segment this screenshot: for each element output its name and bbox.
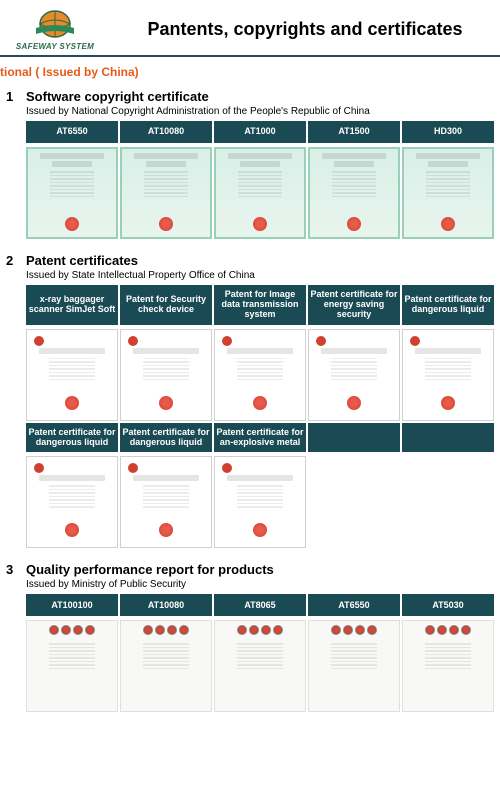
section-number: 1 bbox=[6, 89, 26, 104]
page-header: SAFEWAY SYSTEM Pantents, copyrights and … bbox=[0, 0, 500, 57]
certificate-thumbnail bbox=[26, 456, 118, 548]
product-tab: Patent for Image data transmission syste… bbox=[214, 285, 306, 325]
certificate-thumbnail bbox=[214, 456, 306, 548]
product-tab: AT5030 bbox=[402, 594, 494, 616]
product-tab: AT1000 bbox=[214, 121, 306, 143]
certificate-thumbnail bbox=[120, 620, 212, 712]
certificate-thumbnail bbox=[308, 329, 400, 421]
page-title: Pantents, copyrights and certificates bbox=[120, 19, 490, 40]
certificate-row bbox=[26, 456, 494, 548]
product-tab: Patent certificate for dangerous liquid bbox=[402, 285, 494, 325]
product-tab: Patent for Security check device bbox=[120, 285, 212, 325]
certificate-thumbnail bbox=[120, 147, 212, 239]
logo-text: SAFEWAY SYSTEM bbox=[10, 42, 100, 51]
product-tab: AT10080 bbox=[120, 594, 212, 616]
certificate-thumbnail bbox=[402, 620, 494, 712]
section-title: Software copyright certificate bbox=[26, 89, 209, 104]
product-tab: Patent certificate for an-explosive meta… bbox=[214, 423, 306, 453]
certificate-thumbnail bbox=[120, 456, 212, 548]
certificate-thumbnail bbox=[308, 147, 400, 239]
product-tab: HD300 bbox=[402, 121, 494, 143]
product-tab bbox=[402, 423, 494, 453]
certificate-thumbnail bbox=[402, 147, 494, 239]
certificate-row bbox=[26, 620, 494, 712]
product-tab: AT6550 bbox=[308, 594, 400, 616]
company-logo: SAFEWAY SYSTEM bbox=[10, 8, 100, 51]
product-tab: Patent certificate for dangerous liquid bbox=[120, 423, 212, 453]
section-number: 3 bbox=[6, 562, 26, 577]
product-tab: AT8065 bbox=[214, 594, 306, 616]
section: 3Quality performance report for products… bbox=[6, 562, 494, 712]
section: 1Software copyright certificate Issued by… bbox=[6, 89, 494, 239]
section-subtitle: Issued by National Copyright Administrat… bbox=[26, 106, 494, 117]
section-title: Patent certificates bbox=[26, 253, 138, 268]
tab-row: AT6550AT10080AT1000AT1500HD300 bbox=[26, 121, 494, 143]
certificate-thumbnail bbox=[214, 147, 306, 239]
product-tab: AT6550 bbox=[26, 121, 118, 143]
content-area: 1Software copyright certificate Issued by… bbox=[0, 89, 500, 712]
section-subtitle: Issued by Ministry of Public Security bbox=[26, 579, 494, 590]
certificate-row bbox=[26, 329, 494, 421]
certificate-thumbnail bbox=[214, 329, 306, 421]
certificate-thumbnail bbox=[214, 620, 306, 712]
product-tab: AT100100 bbox=[26, 594, 118, 616]
certificate-row bbox=[26, 147, 494, 239]
certificate-thumbnail bbox=[26, 620, 118, 712]
product-tab: x-ray baggager scanner SimJet Soft bbox=[26, 285, 118, 325]
section: 2Patent certificates Issued by State Inte… bbox=[6, 253, 494, 548]
tab-row: x-ray baggager scanner SimJet SoftPatent… bbox=[26, 285, 494, 325]
certificate-thumbnail bbox=[308, 620, 400, 712]
globe-icon bbox=[34, 8, 76, 40]
product-tab bbox=[308, 423, 400, 453]
product-tab: Patent certificate for dangerous liquid bbox=[26, 423, 118, 453]
certificate-thumbnail bbox=[402, 329, 494, 421]
product-tab: AT10080 bbox=[120, 121, 212, 143]
tab-row: Patent certificate for dangerous liquidP… bbox=[26, 423, 494, 453]
tab-row: AT100100AT10080AT8065AT6550AT5030 bbox=[26, 594, 494, 616]
section-number: 2 bbox=[6, 253, 26, 268]
certificate-thumbnail bbox=[120, 329, 212, 421]
section-title: Quality performance report for products bbox=[26, 562, 274, 577]
product-tab: AT1500 bbox=[308, 121, 400, 143]
certificate-thumbnail bbox=[26, 147, 118, 239]
section-subtitle: Issued by State Intellectual Property Of… bbox=[26, 270, 494, 281]
product-tab: Patent certificate for energy saving sec… bbox=[308, 285, 400, 325]
certificate-thumbnail bbox=[26, 329, 118, 421]
region-header: tional ( Issued by China) bbox=[0, 57, 500, 83]
